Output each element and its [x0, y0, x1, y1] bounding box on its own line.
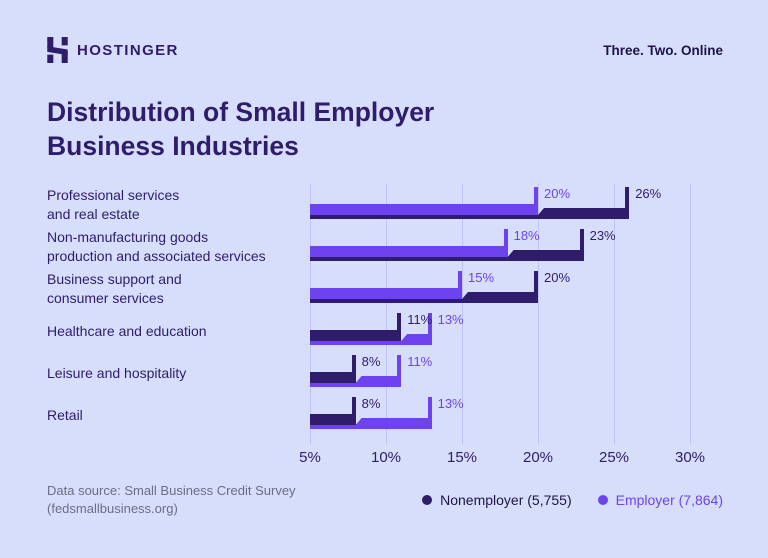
brand-tagline: Three. Two. Online — [603, 42, 723, 58]
brand: HOSTINGER — [47, 37, 179, 63]
employer-tick — [427, 397, 432, 429]
nonemployer-value-label: 23% — [589, 228, 616, 243]
x-axis-tick-label: 5% — [299, 449, 321, 466]
nonemployer-tick — [397, 313, 402, 341]
bar-area: 11% 13% — [310, 310, 723, 352]
bar-area: 8% 13% — [310, 394, 723, 436]
bar-chart: Professional services and real estate 20%… — [47, 184, 723, 444]
bar-area: 20% 26% — [310, 184, 723, 226]
category-label: Business support and consumer services — [47, 271, 182, 306]
category-label: Healthcare and education — [47, 322, 207, 339]
footer: Data source: Small Business Credit Surve… — [47, 482, 723, 518]
employer-tick — [503, 229, 508, 257]
header: HOSTINGER Three. Two. Online — [47, 36, 723, 64]
employer-tick — [534, 187, 538, 215]
employer-value-label: 13% — [437, 396, 464, 411]
nonemployer-bar — [310, 372, 356, 383]
nonemployer-tick — [351, 355, 356, 383]
employer-tick — [397, 355, 402, 387]
legend-label-nonemployer: Nonemployer (5,755) — [440, 492, 572, 508]
nonemployer-value-label: 11% — [407, 312, 433, 327]
employer-dot-icon — [597, 495, 608, 505]
category-label: Leisure and hospitality — [47, 364, 187, 381]
chart-row: Business support and consumer services 15… — [47, 268, 723, 310]
employer-bar — [310, 288, 462, 299]
gridline — [386, 184, 387, 444]
nonemployer-tick — [534, 271, 538, 303]
chart-title: Distribution of Small Employer Business … — [47, 97, 435, 161]
employer-bar — [310, 418, 432, 429]
category-label: Professional services and real estate — [47, 187, 180, 222]
nonemployer-tick — [351, 397, 356, 425]
employer-value-label: 11% — [407, 354, 433, 369]
chart-row: Healthcare and education 11% 13% — [47, 310, 723, 352]
employer-value-label: 20% — [544, 186, 571, 201]
employer-tick — [427, 313, 432, 345]
legend-item-nonemployer: Nonemployer (5,755) — [422, 492, 572, 508]
employer-value-label: 13% — [437, 312, 464, 327]
chart-row: Non-manufacturing goods production and a… — [47, 226, 723, 268]
category-label: Non-manufacturing goods production and a… — [47, 229, 266, 264]
nonemployer-dot-icon — [422, 495, 433, 505]
chart-row: Retail 8% 13% — [47, 394, 723, 436]
x-axis-tick-label: 30% — [674, 449, 706, 466]
employer-tick — [458, 271, 462, 299]
employer-bar — [310, 204, 538, 215]
category-label: Retail — [47, 406, 83, 423]
nonemployer-bar — [310, 330, 402, 341]
gridline — [310, 184, 311, 444]
nonemployer-value-label: 8% — [361, 396, 381, 411]
nonemployer-value-label: 8% — [361, 354, 381, 369]
nonemployer-tick — [579, 229, 584, 261]
chart-rows: Professional services and real estate 20%… — [47, 184, 723, 444]
x-axis-tick-label: 10% — [370, 449, 402, 466]
gridlines — [310, 184, 691, 444]
nonemployer-tick — [625, 187, 630, 219]
gridline — [538, 184, 539, 444]
data-source: Data source: Small Business Credit Surve… — [47, 483, 296, 516]
x-axis: 5% 10% 15% 20% 25% 30% — [299, 449, 723, 467]
legend-label-employer: Employer (7,864) — [615, 492, 723, 508]
employer-value-label: 15% — [468, 270, 495, 285]
employer-value-label: 18% — [513, 228, 540, 243]
gridline — [614, 184, 615, 444]
chart-row: Professional services and real estate 20%… — [47, 184, 723, 226]
bar-area: 8% 11% — [310, 352, 723, 394]
chart-row: Leisure and hospitality 8% 11% — [47, 352, 723, 394]
bar-area: 18% 23% — [310, 226, 723, 268]
hostinger-logo-icon — [47, 37, 68, 63]
legend: Nonemployer (5,755) Employer (7,864) — [422, 492, 723, 508]
employer-bar — [310, 246, 508, 257]
brand-name: HOSTINGER — [77, 41, 179, 59]
gridline — [690, 184, 691, 444]
x-axis-tick-label: 20% — [522, 449, 554, 466]
x-axis-tick-label: 25% — [598, 449, 630, 466]
x-axis-tick-label: 15% — [446, 449, 478, 466]
gridline — [462, 184, 463, 444]
bar-area: 15% 20% — [310, 268, 723, 310]
legend-item-employer: Employer (7,864) — [597, 492, 723, 508]
nonemployer-value-label: 20% — [544, 270, 571, 285]
nonemployer-value-label: 26% — [635, 186, 662, 201]
nonemployer-bar — [310, 414, 356, 425]
